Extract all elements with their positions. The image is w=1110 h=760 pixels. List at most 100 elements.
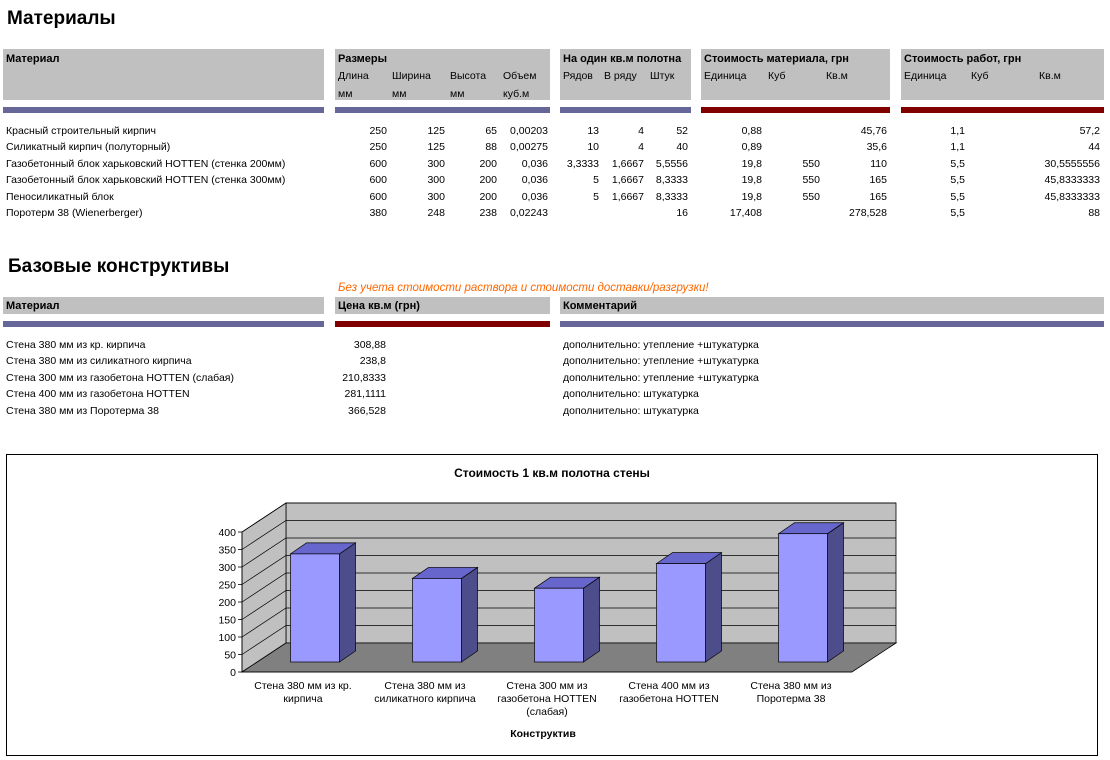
y-tick-label: 250 — [218, 580, 236, 592]
x-tick-label: Поротерма 38 — [757, 693, 826, 705]
construct-name-cell: Стена 300 мм из газобетона HOTTEN (слаба… — [6, 371, 234, 384]
material-width-cell: 125 — [427, 125, 445, 137]
y-tick-label: 350 — [218, 545, 236, 557]
x-tick-label: газобетона HOTTEN — [497, 693, 597, 705]
material-length-cell: 380 — [369, 207, 387, 219]
col-mat-cost: Стоимость материала, грн — [704, 53, 849, 65]
material-unit-cell: 19,8 — [741, 157, 762, 170]
col-volume: Объем — [503, 70, 537, 82]
material-rows-cell: 3,3333 — [566, 157, 599, 170]
construct-name-cell: Стена 400 мм из газобетона HOTTEN — [6, 388, 190, 401]
construct-comment-cell: дополнительно: утепление +штукатурка — [563, 355, 759, 368]
col-in-row: В ряду — [604, 70, 637, 82]
materials-title: Материалы — [7, 8, 116, 29]
material-pieces-cell: 40 — [676, 141, 688, 154]
material-width-cell: 125 — [427, 141, 445, 154]
material-w-sqm-cell: 45,8333333 — [1044, 190, 1100, 203]
constructs-header-comment-block — [560, 297, 1104, 314]
material-volume-cell: 0,00275 — [510, 141, 548, 154]
material-width-cell: 300 — [427, 190, 445, 203]
col-length: Длина — [338, 70, 369, 82]
col-width-unit: мм — [392, 88, 407, 100]
material-volume-cell: 0,036 — [521, 190, 548, 203]
col-unit: Единица — [704, 70, 747, 82]
material-unit-cell: 17,408 — [729, 207, 762, 219]
divider-bar — [560, 107, 691, 113]
material-volume-cell: 0,036 — [521, 174, 548, 187]
material-height-cell: 200 — [479, 190, 497, 203]
material-pieces-cell: 16 — [676, 207, 688, 219]
x-tick-label: газобетона HOTTEN — [619, 693, 719, 705]
divider-bar — [3, 321, 324, 327]
bar — [778, 533, 828, 663]
material-w-unit-cell: 5,5 — [950, 174, 965, 187]
constructs-title: Базовые конструктивы — [8, 256, 230, 277]
material-volume-cell: 0,036 — [521, 157, 548, 170]
x-tick-label: (слабая) — [526, 706, 568, 718]
col-w-sqm: Кв.м — [1039, 70, 1061, 82]
construct-comment-cell: дополнительно: утепление +штукатурка — [563, 339, 759, 351]
bar — [290, 553, 340, 663]
material-unit-cell: 0,88 — [741, 125, 762, 137]
material-pieces-cell: 8,3333 — [655, 174, 688, 187]
material-sqm-cell: 165 — [869, 174, 887, 187]
y-tick-label: 400 — [218, 527, 236, 539]
col-length-unit: мм — [338, 88, 353, 100]
material-width-cell: 248 — [427, 207, 445, 219]
header-sizes-block — [335, 49, 550, 100]
x-tick-label: Стена 300 мм из — [506, 680, 587, 692]
construct-price-cell: 366,528 — [348, 404, 386, 417]
y-tick-label: 100 — [218, 632, 236, 644]
construct-name-cell: Стена 380 мм из силикатного кирпича — [6, 355, 192, 368]
construct-price-cell: 238,8 — [359, 355, 386, 368]
chart-frame[interactable]: 0 50 100 150 200 250 300 350 400 Стена 380 мм из … — [6, 454, 1098, 756]
material-pieces-cell: 8,3333 — [655, 190, 688, 203]
material-w-sqm-cell: 44 — [1088, 141, 1100, 154]
col-pieces: Штук — [650, 70, 675, 82]
header-work-cost-block — [901, 49, 1104, 100]
material-height-cell: 200 — [479, 157, 497, 170]
material-in-row-cell: 1,6667 — [611, 174, 644, 187]
col-sizes: Размеры — [338, 53, 388, 65]
constructs-note: Без учета стоимости раствора и стоимости… — [338, 282, 709, 294]
divider-bar — [560, 321, 1104, 327]
col-rows: Рядов — [563, 70, 593, 82]
material-height-cell: 65 — [485, 125, 497, 137]
x-tick-label: Стена 380 мм из кр. — [254, 680, 351, 692]
construct-price-cell: 281,1111 — [344, 388, 386, 401]
bar-side — [705, 551, 722, 663]
material-unit-cell: 0,89 — [741, 141, 762, 154]
material-cube-cell: 550 — [802, 174, 820, 187]
material-cube-cell: 550 — [802, 190, 820, 203]
y-tick-label: 300 — [218, 562, 236, 574]
material-w-unit-cell: 1,1 — [950, 125, 965, 137]
material-rows-cell: 13 — [587, 125, 599, 137]
col-cube: Куб — [768, 70, 786, 82]
material-pieces-cell: 5,5556 — [655, 157, 688, 170]
material-w-sqm-cell: 45,8333333 — [1044, 174, 1100, 187]
bar-side — [339, 542, 356, 663]
material-name-cell: Газобетонный блок харьковский HOTTEN (ст… — [6, 157, 286, 170]
col-work-cost: Стоимость работ, грн — [904, 53, 1022, 65]
material-w-sqm-cell: 57,2 — [1079, 125, 1100, 137]
material-width-cell: 300 — [427, 157, 445, 170]
material-w-sqm-cell: 30,5555556 — [1044, 157, 1100, 170]
material-height-cell: 200 — [479, 174, 497, 187]
material-sqm-cell: 35,6 — [866, 141, 887, 154]
material-rows-cell: 5 — [593, 190, 599, 203]
material-length-cell: 600 — [369, 190, 387, 203]
material-height-cell: 88 — [485, 141, 497, 154]
material-length-cell: 600 — [369, 174, 387, 187]
material-w-unit-cell: 5,5 — [950, 157, 965, 170]
bar — [412, 578, 462, 663]
construct-name-cell: Стена 380 мм из Поротерма 38 — [6, 404, 159, 417]
bar — [656, 563, 706, 663]
y-tick-label: 200 — [218, 597, 236, 609]
construct-comment-cell: дополнительно: штукатурка — [563, 404, 699, 417]
construct-price-cell: 308,88 — [353, 339, 386, 351]
construct-comment-cell: дополнительно: штукатурка — [563, 388, 699, 401]
material-w-sqm-cell: 88 — [1088, 207, 1100, 219]
bar-side — [583, 576, 600, 663]
divider-bar — [701, 107, 890, 113]
material-unit-cell: 19,8 — [741, 190, 762, 203]
